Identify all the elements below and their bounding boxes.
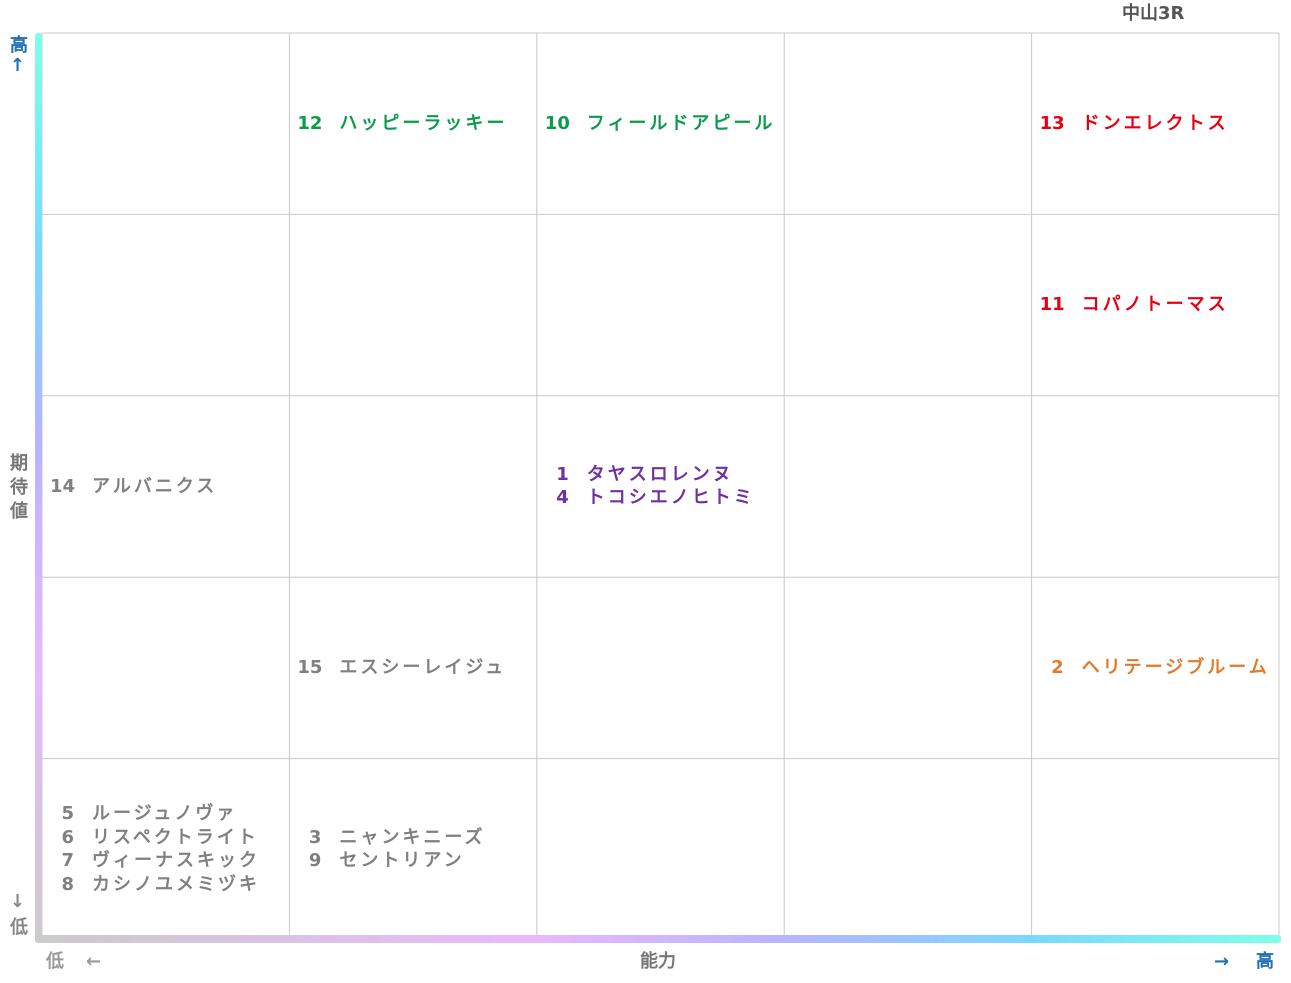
- y-label: 期待値: [10, 453, 28, 522]
- entry: 4 トコシエノヒトミ: [545, 486, 784, 510]
- entry: 1 タヤスロレンヌ: [545, 463, 784, 487]
- entry-number: 13: [1039, 112, 1065, 134]
- entry: 12 ハッピーラッキー: [297, 112, 536, 136]
- entry: 8 カシノユメミヅキ: [50, 873, 289, 897]
- entry-number: 15: [297, 657, 323, 679]
- entry-name: ヘリテージブルーム: [1081, 657, 1270, 679]
- entry-number: 11: [1039, 294, 1065, 316]
- cell: 10 フィールドアピール: [537, 33, 784, 214]
- y-low-arrow: ↓: [10, 891, 26, 912]
- entry-number: 3: [308, 826, 322, 848]
- cell: 12 ハッピーラッキー: [289, 33, 536, 214]
- entry-name: ハッピーラッキー: [339, 112, 508, 134]
- entry: 10 フィールドアピール: [545, 112, 784, 136]
- entry-name: エスシーレイジュ: [339, 657, 507, 679]
- entry-name: ヴィーナスキック: [92, 850, 260, 872]
- y-high: 高: [10, 35, 28, 56]
- entry-name: コパノトーマス: [1081, 294, 1229, 316]
- cell: 5 ルージュノヴァ 6 リスペクトライト 7 ヴィーナスキック 8 カシノユメミヅキ: [42, 759, 289, 940]
- x-high: 高: [1256, 951, 1274, 972]
- cell: 3 ニャンキニーズ 9 セントリアン: [289, 759, 536, 940]
- entry-name: トコシエノヒトミ: [586, 487, 755, 509]
- y-axis-bar: [35, 33, 42, 943]
- entry-name: セントリアン: [339, 850, 465, 872]
- x-low-arrow: ←: [86, 951, 102, 972]
- x-axis-bar: [35, 935, 1281, 943]
- entry-name: アルバニクス: [92, 475, 218, 497]
- entry-number: 4: [556, 487, 569, 509]
- x-low: 低: [46, 951, 64, 972]
- entry-name: ルージュノヴァ: [92, 803, 238, 825]
- entry-name: ニャンキニーズ: [339, 826, 486, 848]
- entry-number: 9: [308, 850, 322, 872]
- entry: 7 ヴィーナスキック: [50, 849, 289, 873]
- x-label: 能力: [640, 951, 676, 972]
- entry: 11 コパノトーマス: [1040, 293, 1279, 317]
- entry: 2 ヘリテージブルーム: [1040, 656, 1279, 680]
- entry-name: リスペクトライト: [92, 826, 259, 848]
- entry-number: 12: [297, 112, 323, 134]
- entry: 9 セントリアン: [297, 849, 536, 873]
- x-high-arrow: →: [1214, 951, 1230, 972]
- entry-name: カシノユメミヅキ: [92, 873, 260, 895]
- entry-number: 14: [50, 475, 76, 497]
- entry: 6 リスペクトライト: [50, 826, 289, 850]
- title: 中山3R: [1122, 3, 1185, 24]
- entry-number: 8: [61, 873, 74, 895]
- entry-number: 5: [61, 803, 74, 825]
- entry-number: 6: [61, 826, 74, 848]
- entry-number: 7: [61, 850, 74, 872]
- entry-number: 1: [556, 463, 569, 485]
- y-high-arrow: ↑: [10, 55, 26, 76]
- entry-name: フィールドアピール: [586, 112, 776, 134]
- entry: 3 ニャンキニーズ: [297, 826, 536, 850]
- cell: 13 ドンエレクトス: [1032, 33, 1279, 214]
- entry-number: 2: [1051, 657, 1064, 679]
- entry-name: タヤスロレンヌ: [586, 463, 734, 485]
- cell: 11 コパノトーマス: [1032, 214, 1279, 395]
- entry-name: ドンエレクトス: [1081, 112, 1229, 134]
- entry: 15 エスシーレイジュ: [297, 656, 536, 680]
- entry-number: 10: [544, 112, 570, 134]
- entry: 13 ドンエレクトス: [1040, 112, 1279, 136]
- entry: 5 ルージュノヴァ: [50, 802, 289, 826]
- y-low: 低: [10, 917, 28, 938]
- entry: 14 アルバニクス: [50, 475, 289, 499]
- cell: 15 エスシーレイジュ: [289, 577, 536, 758]
- cell: 14 アルバニクス: [42, 396, 289, 577]
- cell: 1 タヤスロレンヌ 4 トコシエノヒトミ: [537, 396, 784, 577]
- cell: 2 ヘリテージブルーム: [1032, 577, 1279, 758]
